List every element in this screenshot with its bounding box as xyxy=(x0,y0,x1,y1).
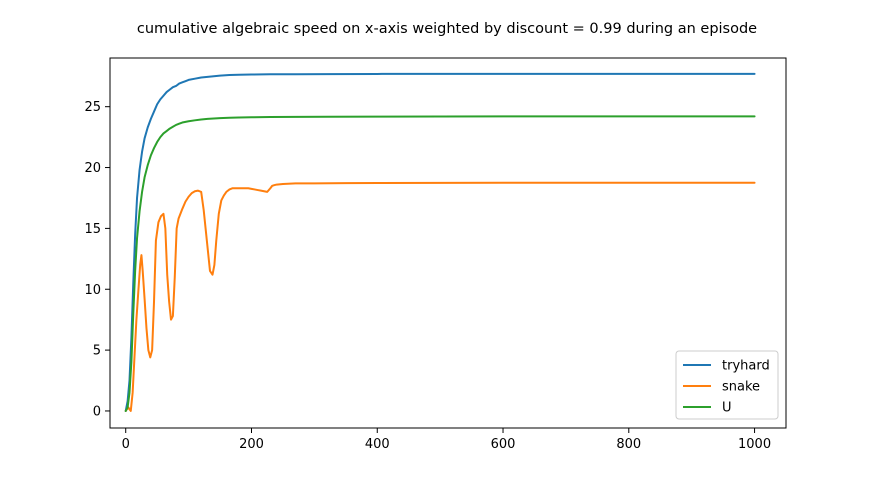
chart-title: cumulative algebraic speed on x-axis wei… xyxy=(137,21,757,37)
x-axis: 0 200 400 600 800 1000 xyxy=(122,428,771,452)
y-tick-label: 15 xyxy=(84,222,101,237)
y-tick-label: 0 xyxy=(93,404,101,419)
axes-frame xyxy=(109,57,787,429)
x-tick-label: 200 xyxy=(239,437,264,452)
x-tick-label: 800 xyxy=(616,437,641,452)
legend-label-u: U xyxy=(722,401,732,416)
legend-box xyxy=(675,350,779,420)
y-axis: 0 5 10 15 20 25 xyxy=(84,100,110,419)
plot-area xyxy=(124,72,756,412)
y-tick-label: 25 xyxy=(84,100,101,115)
legend-label-snake: snake xyxy=(722,380,760,395)
y-tick-label: 20 xyxy=(84,161,101,176)
x-tick-label: 1000 xyxy=(738,437,771,452)
x-tick-label: 400 xyxy=(365,437,390,452)
y-tick-label: 5 xyxy=(93,344,101,359)
legend: tryhard snake U xyxy=(675,350,779,420)
series-line-tryhard xyxy=(124,72,756,412)
legend-label-tryhard: tryhard xyxy=(722,359,770,374)
series-line-u xyxy=(124,115,756,412)
x-tick-label: 600 xyxy=(491,437,516,452)
x-tick-label: 0 xyxy=(122,437,130,452)
y-tick-label: 10 xyxy=(84,283,101,298)
series-line-snake xyxy=(124,181,756,412)
